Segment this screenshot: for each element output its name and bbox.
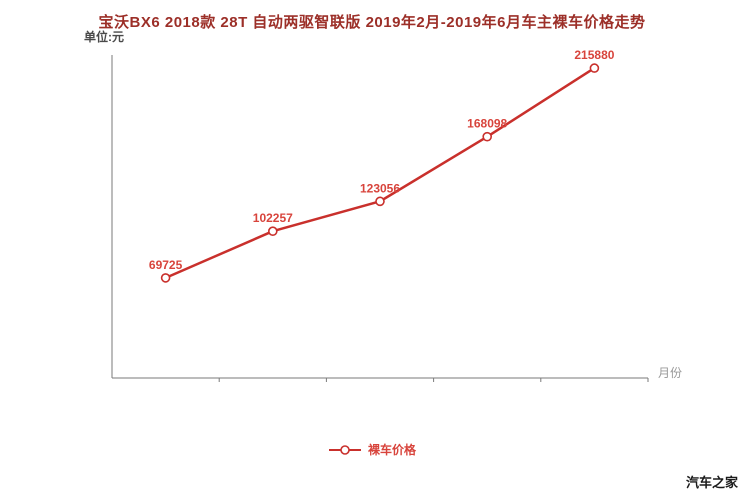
watermark-autohome: 汽车之家 xyxy=(685,475,738,490)
data-point xyxy=(267,226,278,237)
y-axis-unit-label: 单位:元 xyxy=(84,30,124,44)
x-axis-label: 月份 xyxy=(658,366,683,380)
legend: 裸车价格 xyxy=(0,441,744,458)
data-point-label: 168098 xyxy=(467,117,507,131)
price-trend-line xyxy=(164,66,596,280)
data-point-label: 69725 xyxy=(149,258,183,272)
data-point-label: 215880 xyxy=(574,48,614,62)
data-point-label: 123056 xyxy=(360,181,400,195)
data-point xyxy=(589,63,600,73)
data-point xyxy=(160,273,171,283)
data-point xyxy=(375,196,385,207)
legend-label: 裸车价格 xyxy=(367,443,416,457)
chart-title: 宝沃BX6 2018款 28T 自动两驱智联版 2019年2月-2019年6月车… xyxy=(98,14,646,31)
data-point-label: 102257 xyxy=(253,211,293,225)
legend-marker-icon xyxy=(328,444,361,455)
data-point xyxy=(482,131,493,142)
